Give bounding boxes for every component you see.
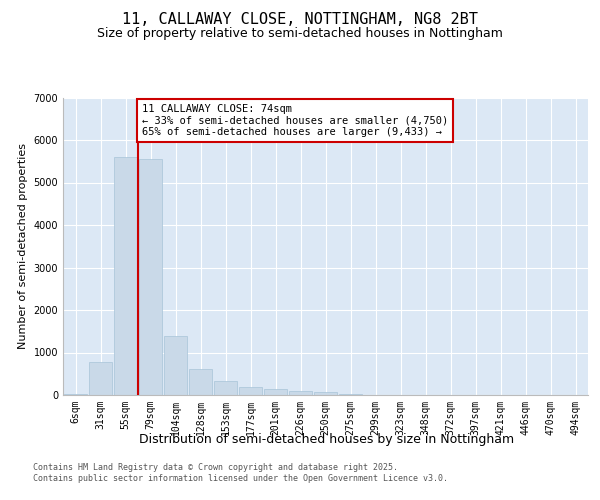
Text: Contains public sector information licensed under the Open Government Licence v3: Contains public sector information licen… [33,474,448,483]
Bar [64,394,87,395]
Bar [314,392,337,395]
Text: Contains HM Land Registry data © Crown copyright and database right 2025.: Contains HM Land Registry data © Crown c… [33,462,398,471]
Text: 11 CALLAWAY CLOSE: 74sqm
← 33% of semi-detached houses are smaller (4,750)
65% o: 11 CALLAWAY CLOSE: 74sqm ← 33% of semi-d… [142,104,448,137]
Bar [289,391,312,395]
Bar [139,159,162,395]
Bar [89,362,112,395]
Text: 11, CALLAWAY CLOSE, NOTTINGHAM, NG8 2BT: 11, CALLAWAY CLOSE, NOTTINGHAM, NG8 2BT [122,12,478,28]
Bar [114,157,137,395]
Bar [264,390,287,395]
Bar [189,368,212,395]
Bar [239,388,262,395]
Y-axis label: Number of semi-detached properties: Number of semi-detached properties [18,143,28,350]
Bar [214,380,237,395]
Bar [339,394,362,395]
Bar [164,336,187,395]
Text: Size of property relative to semi-detached houses in Nottingham: Size of property relative to semi-detach… [97,28,503,40]
Text: Distribution of semi-detached houses by size in Nottingham: Distribution of semi-detached houses by … [139,432,515,446]
